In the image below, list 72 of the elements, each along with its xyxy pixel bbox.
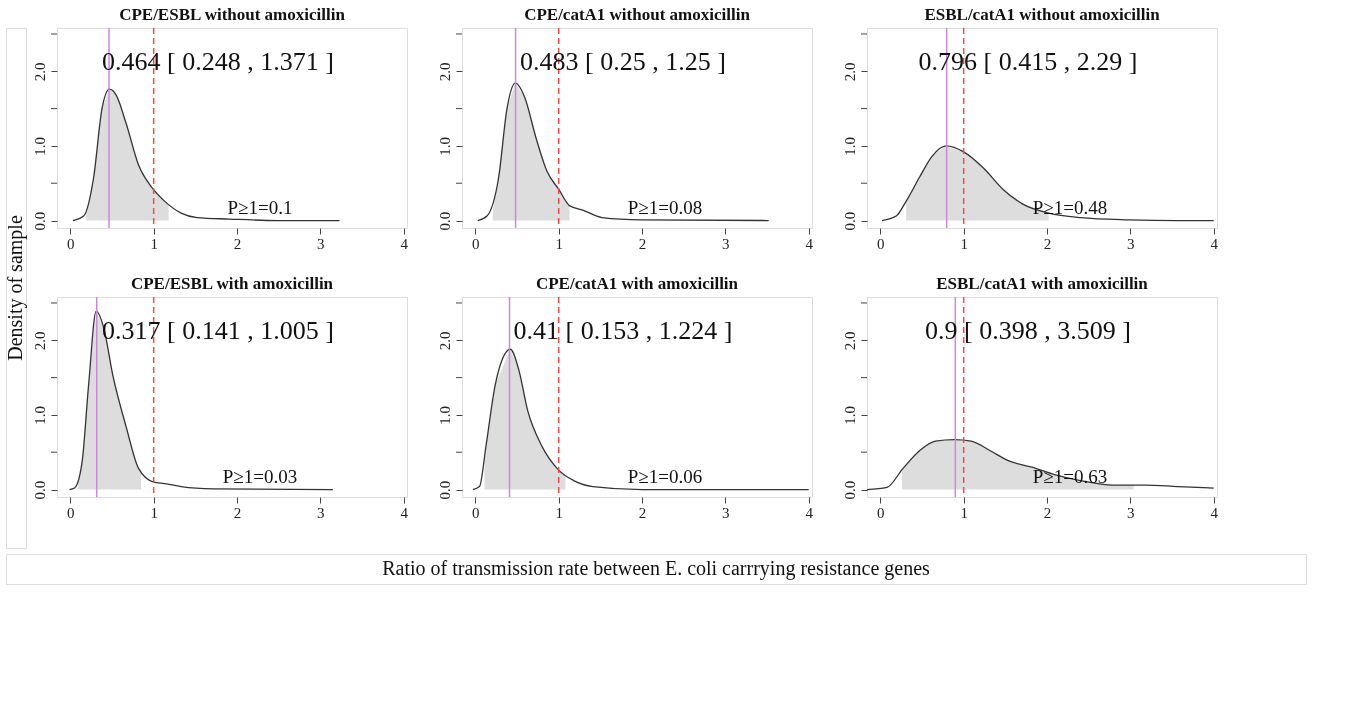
x-tick-label: 2 bbox=[638, 504, 647, 521]
x-tick-label: 4 bbox=[805, 235, 814, 252]
x-tick-label: 3 bbox=[1127, 504, 1135, 521]
x-tick-label: 0 bbox=[67, 504, 75, 521]
annotation: P≥1=0.08 bbox=[627, 197, 703, 218]
annotation: P≥1=0.03 bbox=[222, 466, 298, 487]
y-tick-label: 1.0 bbox=[31, 137, 48, 156]
x-tick-label: 3 bbox=[1127, 235, 1135, 252]
x-tick-label: 0 bbox=[67, 235, 75, 252]
x-tick-label: 4 bbox=[400, 235, 409, 252]
x-tick-label: 4 bbox=[805, 504, 814, 521]
x-tick-label: 4 bbox=[1210, 504, 1219, 521]
y-tick-label: 2.0 bbox=[436, 331, 453, 351]
x-tick-label: 3 bbox=[317, 504, 325, 521]
x-tick-label: 4 bbox=[400, 504, 409, 521]
line-series bbox=[881, 145, 1215, 222]
y-tick-label: 1.0 bbox=[841, 406, 858, 425]
y-tick-label: 2.0 bbox=[436, 62, 453, 82]
x-tick-label: 4 bbox=[1210, 235, 1219, 252]
x-tick-label: 2 bbox=[233, 235, 242, 252]
annotation: 0.796 [ 0.415 , 2.29 ] bbox=[918, 47, 1138, 76]
chart-title: ESBL/catA1 without amoxicillin bbox=[924, 5, 1161, 24]
y-tick-label: 2.0 bbox=[841, 62, 858, 82]
annotation: 0.41 [ 0.153 , 1.224 ] bbox=[513, 316, 733, 345]
x-tick-label: 0 bbox=[472, 504, 480, 521]
y-tick-label: 0.0 bbox=[31, 211, 48, 231]
chart-title: CPE/catA1 with amoxicillin bbox=[535, 274, 739, 293]
chart-title: CPE/catA1 without amoxicillin bbox=[524, 5, 751, 24]
y-tick-label: 2.0 bbox=[31, 62, 48, 82]
x-tick-label: 1 bbox=[960, 504, 968, 521]
x-tick-label: 1 bbox=[555, 235, 563, 252]
y-tick-label: 0.0 bbox=[31, 480, 48, 500]
y-tick-label: 0.0 bbox=[841, 211, 858, 231]
x-tick-label: 3 bbox=[722, 504, 730, 521]
line-series bbox=[72, 88, 341, 222]
annotation: P≥1=0.1 bbox=[227, 197, 293, 218]
y-tick-label: 1.0 bbox=[436, 406, 453, 425]
y-tick-label: 0.0 bbox=[436, 480, 453, 500]
chart-title: ESBL/catA1 with amoxicillin bbox=[936, 274, 1149, 293]
line-series bbox=[68, 310, 334, 491]
x-tick-label: 3 bbox=[317, 235, 325, 252]
y-tick-label: 1.0 bbox=[436, 137, 453, 156]
x-tick-label: 1 bbox=[555, 504, 563, 521]
line-series bbox=[867, 438, 1215, 491]
x-tick-label: 3 bbox=[722, 235, 730, 252]
y-tick-label: 0.0 bbox=[841, 480, 858, 500]
x-tick-label: 2 bbox=[638, 235, 647, 252]
annotation: 0.9 [ 0.398 , 3.509 ] bbox=[925, 316, 1131, 345]
x-tick-label: 1 bbox=[960, 235, 968, 252]
x-tick-label: 2 bbox=[1043, 504, 1052, 521]
line-series bbox=[477, 82, 770, 222]
x-tick-label: 2 bbox=[233, 504, 242, 521]
y-tick-label: 2.0 bbox=[841, 331, 858, 351]
x-tick-label: 1 bbox=[150, 235, 158, 252]
line-series bbox=[472, 348, 810, 491]
x-tick-label: 1 bbox=[150, 504, 158, 521]
x-tick-label: 0 bbox=[472, 235, 480, 252]
annotation: P≥1=0.48 bbox=[1032, 197, 1108, 218]
y-tick-label: 1.0 bbox=[841, 137, 858, 156]
annotation: P≥1=0.06 bbox=[627, 466, 703, 487]
x-axis-title: Ratio of transmission rate between E. coli carrrying resistance genes bbox=[382, 557, 931, 580]
x-tick-label: 0 bbox=[877, 504, 885, 521]
chart-title: CPE/ESBL with amoxicillin bbox=[130, 274, 334, 293]
y-axis-title: Density of sample bbox=[4, 215, 27, 361]
y-tick-label: 1.0 bbox=[31, 406, 48, 425]
chart-title: CPE/ESBL without amoxicillin bbox=[119, 5, 346, 24]
y-tick-label: 0.0 bbox=[436, 211, 453, 231]
annotation: 0.464 [ 0.248 , 1.371 ] bbox=[102, 47, 334, 76]
annotation: 0.483 [ 0.25 , 1.25 ] bbox=[520, 47, 726, 76]
y-tick-label: 2.0 bbox=[31, 331, 48, 351]
x-tick-label: 2 bbox=[1043, 235, 1052, 252]
x-tick-label: 0 bbox=[877, 235, 885, 252]
